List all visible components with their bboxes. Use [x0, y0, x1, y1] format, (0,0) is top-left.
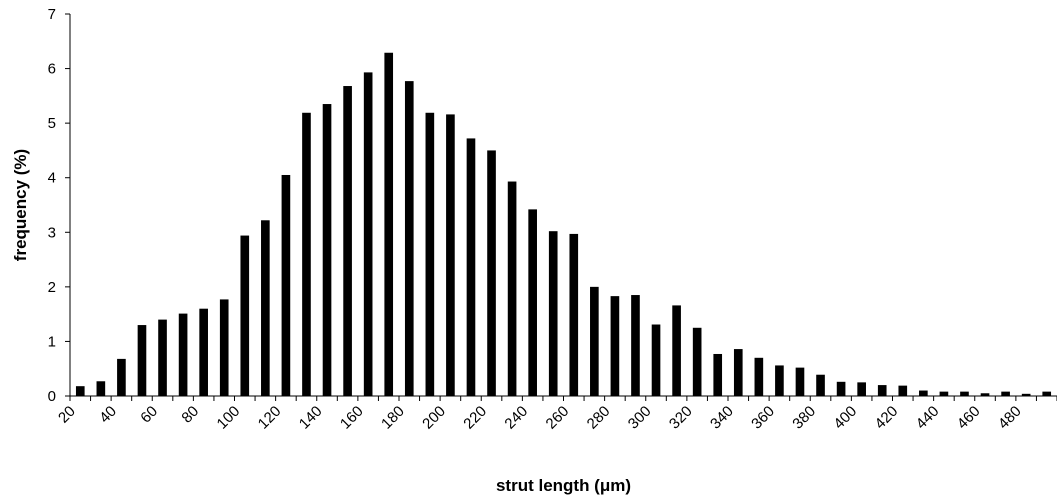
bar [919, 390, 928, 396]
bar [733, 349, 743, 396]
bar [1042, 391, 1052, 396]
bar [302, 112, 311, 397]
bar [590, 286, 599, 396]
x-ticks-group: 20 40 60 80 100 120 140 160 180 200 220 240 260 280 30… [55, 396, 1057, 433]
y-tick-label: 3 [48, 224, 56, 241]
bar [857, 382, 866, 396]
y-tick-label: 1 [48, 333, 56, 350]
bar [199, 308, 208, 396]
bar [816, 374, 825, 396]
bar [960, 391, 969, 396]
bar [240, 235, 250, 396]
bar [1021, 393, 1031, 396]
x-tick-label: 440 [913, 403, 943, 433]
bar [404, 81, 414, 397]
bar [117, 358, 126, 396]
y-ticks-group: 0 1 2 3 4 5 6 7 [48, 6, 70, 405]
bar [343, 86, 352, 396]
bar [877, 385, 887, 396]
x-tick-label: 260 [543, 403, 573, 433]
bar [178, 313, 188, 396]
y-tick-label: 5 [48, 115, 56, 132]
x-tick-label: 200 [419, 403, 449, 433]
y-axis-title: frequency (%) [11, 149, 30, 261]
bar [713, 353, 723, 396]
x-tick-label: 120 [255, 403, 285, 433]
bar [836, 381, 846, 396]
y-tick-label: 6 [48, 61, 56, 78]
bar [158, 319, 167, 396]
bar [75, 386, 85, 396]
bar [219, 299, 229, 396]
bar [898, 385, 908, 396]
bar [939, 391, 949, 396]
x-tick-label: 240 [501, 403, 531, 433]
x-tick-label: 20 [55, 403, 79, 427]
bar [569, 233, 579, 396]
bar [384, 52, 394, 396]
bar [261, 220, 270, 396]
x-tick-label: 220 [460, 403, 490, 433]
x-tick-label: 160 [337, 403, 367, 433]
x-tick-label: 320 [666, 403, 696, 433]
y-tick-label: 0 [48, 388, 56, 405]
bar [281, 174, 291, 396]
x-tick-label: 180 [378, 403, 408, 433]
x-tick-label: 280 [584, 403, 614, 433]
x-axis-title: strut length (μm) [496, 476, 631, 495]
x-tick-label: 480 [995, 403, 1025, 433]
x-tick-label: 140 [296, 403, 326, 433]
bar [322, 104, 332, 396]
bar [363, 72, 373, 396]
bar [425, 112, 435, 397]
x-tick-label: 420 [872, 403, 902, 433]
bar [692, 327, 702, 396]
bars-group [75, 52, 1052, 397]
bar [96, 381, 106, 396]
bar [507, 181, 517, 396]
x-tick-label: 380 [789, 403, 819, 433]
x-tick-label: 360 [748, 403, 778, 433]
bar [528, 209, 537, 396]
y-tick-label: 7 [48, 6, 56, 23]
x-tick-label: 460 [954, 403, 984, 433]
x-tick-label: 340 [707, 403, 737, 433]
bar [980, 393, 990, 396]
x-tick-label: 300 [625, 403, 655, 433]
bar [137, 325, 147, 396]
bar [446, 114, 455, 396]
bar [651, 324, 661, 396]
x-tick-label: 40 [96, 403, 120, 427]
bar [795, 367, 805, 396]
bar [631, 295, 640, 396]
x-tick-label: 80 [178, 403, 202, 427]
bar [672, 305, 681, 396]
bar [548, 231, 558, 396]
bar [1001, 391, 1010, 396]
x-tick-label: 100 [214, 403, 244, 433]
bar [754, 357, 764, 396]
y-tick-label: 2 [48, 279, 56, 296]
x-tick-label: 400 [830, 403, 860, 433]
x-tick-label: 60 [137, 403, 161, 427]
y-tick-label: 4 [48, 170, 56, 187]
bar [610, 296, 620, 396]
bar [466, 138, 476, 397]
bar [775, 365, 784, 396]
bar [487, 150, 496, 396]
